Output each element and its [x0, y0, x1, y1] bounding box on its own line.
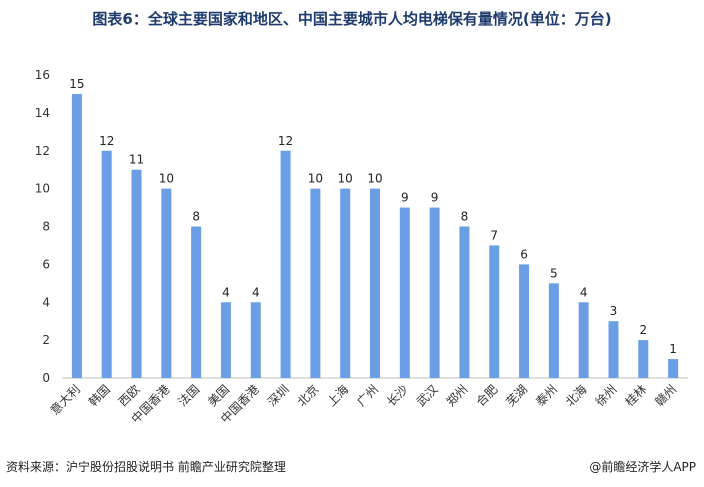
bar: [191, 226, 202, 378]
bars-group: [71, 93, 679, 378]
data-label: 1: [669, 342, 677, 356]
bar: [370, 188, 380, 378]
brand-credit: @前瞻经济学人APP: [589, 460, 696, 474]
y-tick-label: 2: [42, 333, 50, 347]
x-tick-label: 法国: [175, 382, 202, 409]
x-axis-labels-group: 意大利 韩国 西欧中国香港 法国 美国中国香港 深圳 北京 上海 广州 长沙 武汉 郑州 合肥 芜湖 泰州北…: [47, 382, 679, 427]
data-label: 9: [431, 191, 439, 205]
chart-title: 图表6：全球主要国家和地区、中国主要城市人均电梯保有量情况(单位：万台): [92, 10, 612, 28]
data-label: 10: [338, 172, 353, 186]
source-note: 资料来源：沪宁股份招股说明书 前瞻产业研究院整理: [6, 460, 286, 474]
bar: [101, 150, 112, 378]
data-label: 5: [550, 266, 558, 280]
data-label: 6: [520, 247, 528, 261]
data-label: 10: [367, 172, 382, 186]
x-tick-label: 长沙: [384, 382, 411, 409]
bar: [340, 188, 351, 378]
bar: [280, 150, 291, 378]
bar: [429, 207, 440, 378]
x-tick-label: 北海: [562, 382, 590, 410]
bar: [638, 340, 649, 378]
y-tick-label: 8: [42, 220, 50, 234]
bar: [489, 245, 500, 378]
data-label: 9: [401, 191, 409, 205]
data-label: 4: [252, 285, 260, 299]
x-tick-label: 广州: [354, 382, 381, 409]
x-tick-label: 桂林: [622, 382, 650, 410]
data-label: 4: [580, 285, 588, 299]
data-label: 8: [192, 210, 200, 224]
x-tick-label: 泰州: [533, 382, 560, 409]
bar: [161, 188, 172, 378]
data-label: 12: [278, 134, 293, 148]
bar: [519, 264, 530, 378]
x-tick-label: 武汉: [414, 382, 441, 409]
x-tick-label: 韩国: [85, 382, 113, 410]
y-tick-label: 0: [42, 371, 50, 385]
data-label: 10: [159, 172, 174, 186]
bar: [131, 169, 142, 378]
y-tick-label: 14: [35, 106, 50, 120]
data-label: 8: [461, 210, 469, 224]
y-tick-label: 10: [35, 182, 50, 196]
bar: [250, 302, 261, 378]
x-tick-label: 北京: [295, 382, 322, 409]
x-tick-label: 意大利: [47, 382, 83, 418]
bar: [310, 188, 321, 378]
bar: [608, 321, 619, 378]
data-label: 10: [308, 172, 323, 186]
x-tick-label: 芜湖: [503, 382, 531, 410]
x-tick-label: 上海: [324, 382, 352, 410]
y-tick-label: 6: [42, 257, 50, 271]
data-label: 15: [69, 77, 84, 91]
x-tick-label: 郑州: [443, 382, 471, 410]
bar: [71, 93, 82, 378]
x-tick-label: 赣州: [652, 382, 679, 409]
data-label: 7: [490, 228, 498, 242]
bar: [399, 207, 410, 378]
x-tick-label: 深圳: [265, 382, 292, 409]
bar: [220, 302, 231, 378]
bar: [578, 302, 589, 378]
data-label: 3: [610, 304, 618, 318]
y-axis: 0 2 4 6 8 10 12 14 16: [35, 68, 50, 385]
x-tick-label: 徐州: [592, 382, 620, 410]
y-tick-label: 4: [42, 295, 50, 309]
y-tick-label: 12: [35, 144, 50, 158]
x-tick-label: 合肥: [473, 382, 501, 410]
data-label: 4: [222, 285, 230, 299]
data-labels-group: 15 12 11 10 8 4 4 12 10 10 10 9 9 8 7 6 5 4 3 2 1: [69, 77, 677, 356]
bar: [459, 226, 470, 378]
bar: [548, 283, 559, 378]
bar: [668, 359, 679, 378]
data-label: 2: [639, 323, 647, 337]
y-tick-label: 16: [35, 68, 50, 82]
data-label: 11: [129, 153, 144, 167]
data-label: 12: [99, 134, 114, 148]
